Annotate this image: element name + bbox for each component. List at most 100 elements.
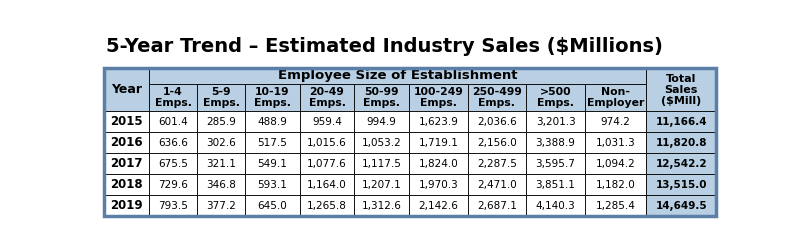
Text: 1,094.2: 1,094.2 [596,159,635,169]
Text: Non-
Employer: Non- Employer [587,87,644,108]
Text: 2019: 2019 [110,199,143,212]
Bar [104,195,149,216]
Text: 10-19
Emps.: 10-19 Emps. [254,87,291,108]
Bar [104,68,716,216]
Bar [197,153,245,174]
Text: 1,117.5: 1,117.5 [362,159,402,169]
Bar [300,174,354,195]
Text: 2,156.0: 2,156.0 [477,138,517,148]
Text: 2015: 2015 [110,115,143,128]
Text: 793.5: 793.5 [158,201,188,210]
Text: 2,036.6: 2,036.6 [477,117,517,127]
Bar [245,111,300,132]
Bar [468,132,526,153]
Bar [354,83,409,111]
Bar [409,132,468,153]
Text: 1,031.3: 1,031.3 [596,138,635,148]
Bar [585,83,646,111]
Text: 1,265.8: 1,265.8 [307,201,347,210]
Bar [409,195,468,216]
Bar [468,153,526,174]
Bar [354,174,409,195]
Bar [526,132,585,153]
Text: 601.4: 601.4 [158,117,188,127]
Text: 729.6: 729.6 [158,180,188,189]
Text: 12,542.2: 12,542.2 [655,159,707,169]
Text: 1,182.0: 1,182.0 [596,180,635,189]
Text: 302.6: 302.6 [206,138,236,148]
Text: 2,471.0: 2,471.0 [477,180,517,189]
Bar [197,111,245,132]
Bar [197,83,245,111]
Text: 1,053.2: 1,053.2 [362,138,402,148]
Bar [646,132,716,153]
Bar [104,153,149,174]
Text: 593.1: 593.1 [258,180,287,189]
Bar [300,153,354,174]
Bar [300,195,354,216]
Bar [300,83,354,111]
Bar [245,153,300,174]
Text: 517.5: 517.5 [258,138,287,148]
Text: 14,649.5: 14,649.5 [655,201,707,210]
Text: 3,851.1: 3,851.1 [536,180,575,189]
Text: 974.2: 974.2 [601,117,630,127]
Bar [245,174,300,195]
Text: 3,388.9: 3,388.9 [536,138,575,148]
Text: 321.1: 321.1 [206,159,236,169]
Text: 377.2: 377.2 [206,201,236,210]
Text: 5-Year Trend – Estimated Industry Sales ($Millions): 5-Year Trend – Estimated Industry Sales … [106,37,663,56]
Bar [585,174,646,195]
Text: 1,015.6: 1,015.6 [307,138,347,148]
Text: 11,166.4: 11,166.4 [655,117,707,127]
Text: 675.5: 675.5 [158,159,188,169]
Bar [245,132,300,153]
Bar [526,195,585,216]
Bar [585,132,646,153]
Bar [149,153,197,174]
Bar [354,153,409,174]
Bar [468,174,526,195]
Text: Year: Year [111,83,142,96]
Text: 100-249
Emps.: 100-249 Emps. [414,87,463,108]
Text: 2016: 2016 [110,136,143,149]
Bar [526,153,585,174]
Text: 20-49
Emps.: 20-49 Emps. [309,87,346,108]
Text: 1,824.0: 1,824.0 [418,159,458,169]
Text: 2,687.1: 2,687.1 [477,201,517,210]
Bar [585,153,646,174]
Bar [646,174,716,195]
Bar [646,153,716,174]
Text: 959.4: 959.4 [312,117,342,127]
Bar [468,83,526,111]
Bar [300,132,354,153]
Bar [197,174,245,195]
Bar [409,83,468,111]
Text: 11,820.8: 11,820.8 [655,138,707,148]
Text: Employee Size of Establishment: Employee Size of Establishment [278,69,518,82]
Text: 13,515.0: 13,515.0 [655,180,707,189]
Bar [526,174,585,195]
Bar [468,111,526,132]
Text: 549.1: 549.1 [258,159,287,169]
Text: 1,164.0: 1,164.0 [307,180,347,189]
Bar [149,174,197,195]
Bar [245,195,300,216]
Text: 1,312.6: 1,312.6 [362,201,402,210]
Bar [354,132,409,153]
Text: 1,719.1: 1,719.1 [418,138,458,148]
Bar [354,195,409,216]
Text: 3,595.7: 3,595.7 [536,159,575,169]
Bar [409,153,468,174]
Text: 1-4
Emps.: 1-4 Emps. [154,87,192,108]
Text: 50-99
Emps.: 50-99 Emps. [363,87,400,108]
Text: 1,623.9: 1,623.9 [418,117,458,127]
Text: 645.0: 645.0 [258,201,287,210]
Text: Total
Sales
($Mill): Total Sales ($Mill) [661,74,702,106]
Text: 2018: 2018 [110,178,143,191]
Bar [104,111,149,132]
Text: 488.9: 488.9 [258,117,287,127]
Bar [104,132,149,153]
Bar [149,83,197,111]
Bar [104,68,149,111]
